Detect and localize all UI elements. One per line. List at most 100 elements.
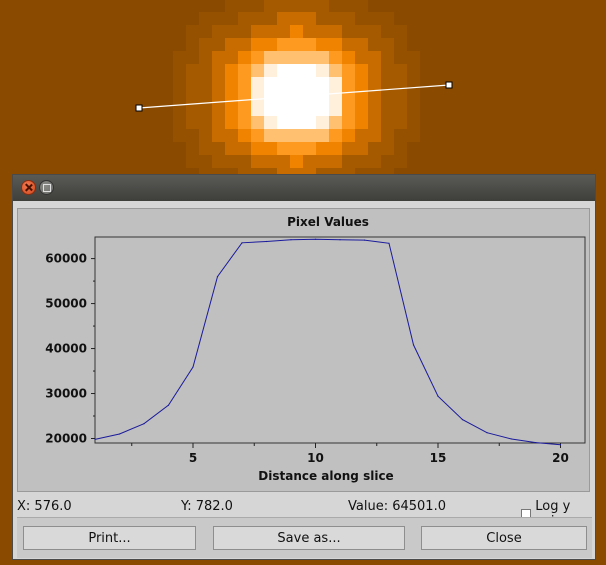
image-pixel	[251, 0, 264, 12]
image-pixel	[173, 103, 186, 116]
image-pixel	[212, 155, 225, 168]
image-pixel	[212, 142, 225, 155]
image-pixel	[225, 116, 238, 129]
image-pixel	[225, 12, 238, 25]
image-pixel	[368, 64, 381, 77]
image-pixel	[329, 116, 342, 129]
data-point	[510, 438, 513, 440]
image-pixel	[290, 142, 303, 155]
image-pixel	[355, 0, 368, 12]
image-pixel	[225, 103, 238, 116]
image-pixel	[303, 155, 316, 168]
data-point	[143, 423, 145, 425]
image-pixel	[212, 51, 225, 64]
image-pixel	[381, 25, 394, 38]
image-pixel	[407, 90, 420, 103]
image-pixel	[186, 51, 199, 64]
image-pixel	[251, 64, 264, 77]
image-pixel	[225, 64, 238, 77]
data-point	[290, 239, 292, 241]
image-pixel	[316, 103, 329, 116]
maximize-window-icon[interactable]	[39, 180, 54, 195]
slice-end-handle[interactable]	[445, 81, 453, 89]
image-pixel	[355, 25, 368, 38]
image-pixel	[186, 142, 199, 155]
image-pixel	[290, 25, 303, 38]
save-as-button[interactable]: Save as...	[213, 526, 405, 550]
data-point	[241, 242, 243, 244]
image-pixel	[173, 64, 186, 77]
image-pixel	[342, 77, 355, 90]
image-pixel	[329, 90, 342, 103]
image-pixel	[303, 0, 316, 12]
close-window-icon[interactable]	[21, 180, 36, 195]
image-pixel	[303, 38, 316, 51]
image-pixel	[290, 129, 303, 142]
image-pixel	[368, 77, 381, 90]
data-point	[314, 238, 317, 240]
image-pixel	[173, 77, 186, 90]
image-pixel	[225, 90, 238, 103]
image-pixel	[407, 129, 420, 142]
slice-line[interactable]	[138, 84, 450, 109]
image-pixel	[329, 38, 342, 51]
print-button[interactable]: Print...	[23, 526, 196, 550]
image-pixel	[290, 0, 303, 12]
image-pixel	[407, 103, 420, 116]
image-pixel	[316, 116, 329, 129]
image-pixel	[238, 142, 251, 155]
image-pixel	[381, 116, 394, 129]
image-pixel	[238, 77, 251, 90]
image-pixel	[303, 142, 316, 155]
image-pixel	[225, 25, 238, 38]
data-point	[118, 433, 121, 435]
image-pixel	[290, 51, 303, 64]
x-tick-label: 20	[552, 451, 569, 465]
image-pixel	[355, 77, 368, 90]
image-pixel	[303, 64, 316, 77]
image-pixel	[212, 129, 225, 142]
data-point	[94, 438, 96, 441]
data-point	[388, 242, 390, 244]
close-button[interactable]: Close	[421, 526, 587, 550]
image-pixel	[355, 51, 368, 64]
x-tick-label: 15	[430, 451, 447, 465]
image-pixel	[264, 155, 277, 168]
data-point	[167, 404, 170, 406]
image-pixel	[264, 12, 277, 25]
image-pixel	[251, 103, 264, 116]
data-point	[192, 366, 194, 368]
image-pixel	[394, 129, 407, 142]
image-pixel	[212, 116, 225, 129]
image-pixel	[290, 38, 303, 51]
image-pixel	[186, 116, 199, 129]
image-pixel	[394, 38, 407, 51]
image-pixel	[394, 25, 407, 38]
image-pixel	[238, 103, 251, 116]
image-pixel	[277, 155, 290, 168]
y-tick-label: 30000	[45, 387, 87, 401]
image-pixel	[225, 38, 238, 51]
image-pixel	[342, 64, 355, 77]
image-pixel	[251, 155, 264, 168]
image-pixel	[186, 64, 199, 77]
image-pixel	[251, 51, 264, 64]
image-pixel	[407, 77, 420, 90]
slice-start-handle[interactable]	[135, 104, 143, 112]
dialog-titlebar[interactable]	[13, 175, 595, 201]
data-point	[535, 441, 537, 444]
image-pixel	[303, 116, 316, 129]
image-pixel	[173, 90, 186, 103]
image-pixel	[316, 12, 329, 25]
image-pixel	[342, 116, 355, 129]
image-pixel	[225, 142, 238, 155]
data-point	[412, 344, 415, 346]
image-pixel	[368, 103, 381, 116]
image-pixel	[316, 142, 329, 155]
data-point	[437, 395, 439, 397]
image-pixel	[290, 77, 303, 90]
image-pixel	[329, 77, 342, 90]
image-pixel	[342, 0, 355, 12]
image-pixel	[199, 103, 212, 116]
image-pixel	[212, 12, 225, 25]
